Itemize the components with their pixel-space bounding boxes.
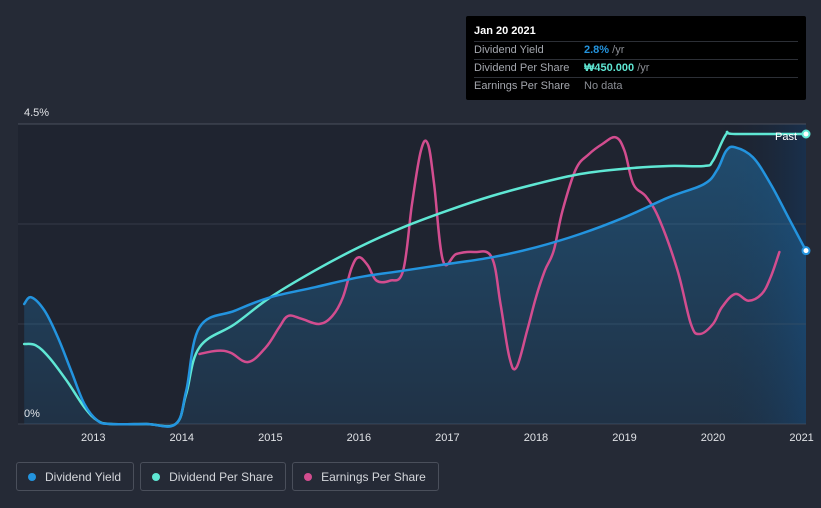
tooltip-value: 2.8% xyxy=(584,44,610,56)
y-tick-label: 0% xyxy=(24,408,40,420)
past-label: Past xyxy=(775,131,797,143)
legend-dot-earnings-per-share xyxy=(304,472,313,481)
series-line-dividend-yield xyxy=(22,145,808,428)
tooltip-label: Earnings Per Share xyxy=(474,80,570,92)
tooltip-date: Jan 20 2021 xyxy=(474,23,798,42)
legend: Dividend Yield Dividend Per Share Earnin… xyxy=(16,462,439,491)
series-end-marker-dividend-per-share xyxy=(801,129,811,139)
tooltip-row-dividend-yield: Dividend Yield 2.8% /yr xyxy=(474,42,798,60)
series-area-dividend-yield xyxy=(24,146,806,427)
tooltip-label: Dividend Yield xyxy=(474,44,544,56)
x-tick-label: 2015 xyxy=(258,432,282,444)
tooltip-unit: /yr xyxy=(609,44,625,56)
x-tick-label: 2016 xyxy=(347,432,371,444)
tooltip: Jan 20 2021 Dividend Yield 2.8% /yr Divi… xyxy=(466,16,806,100)
x-tick-label: 2020 xyxy=(701,432,725,444)
series-line-earnings-per-share xyxy=(198,135,781,371)
tooltip-value: ₩450.000 xyxy=(584,62,635,74)
legend-earnings-per-share[interactable]: Earnings Per Share xyxy=(292,462,439,491)
y-tick-label: 4.5% xyxy=(24,107,49,119)
x-tick-label: 2018 xyxy=(524,432,548,444)
legend-dot-dividend-per-share xyxy=(152,472,161,481)
tooltip-value: No data xyxy=(584,80,623,92)
tooltip-row-earnings-per-share: Earnings Per Share No data xyxy=(474,78,798,95)
legend-dividend-per-share[interactable]: Dividend Per Share xyxy=(140,462,287,491)
series-end-marker-dividend-yield xyxy=(801,246,811,256)
x-tick-label: 2014 xyxy=(170,432,194,444)
legend-label: Dividend Per Share xyxy=(169,469,274,484)
tooltip-row-dividend-per-share: Dividend Per Share ₩450.000 /yr xyxy=(474,60,798,78)
legend-dot-dividend-yield xyxy=(28,472,36,481)
legend-label: Earnings Per Share xyxy=(321,469,426,484)
tooltip-unit: /yr xyxy=(634,62,650,74)
legend-label: Dividend Yield xyxy=(45,469,122,484)
x-tick-label: 2013 xyxy=(81,432,105,444)
tooltip-label: Dividend Per Share xyxy=(474,62,570,74)
x-tick-label: 2019 xyxy=(612,432,636,444)
legend-dividend-yield[interactable]: Dividend Yield xyxy=(16,462,135,491)
x-tick-label: 2021 xyxy=(789,432,813,444)
x-tick-label: 2017 xyxy=(435,432,459,444)
